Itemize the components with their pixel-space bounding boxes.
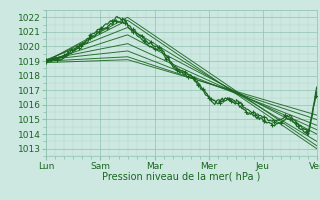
X-axis label: Pression niveau de la mer( hPa ): Pression niveau de la mer( hPa ): [102, 172, 261, 182]
